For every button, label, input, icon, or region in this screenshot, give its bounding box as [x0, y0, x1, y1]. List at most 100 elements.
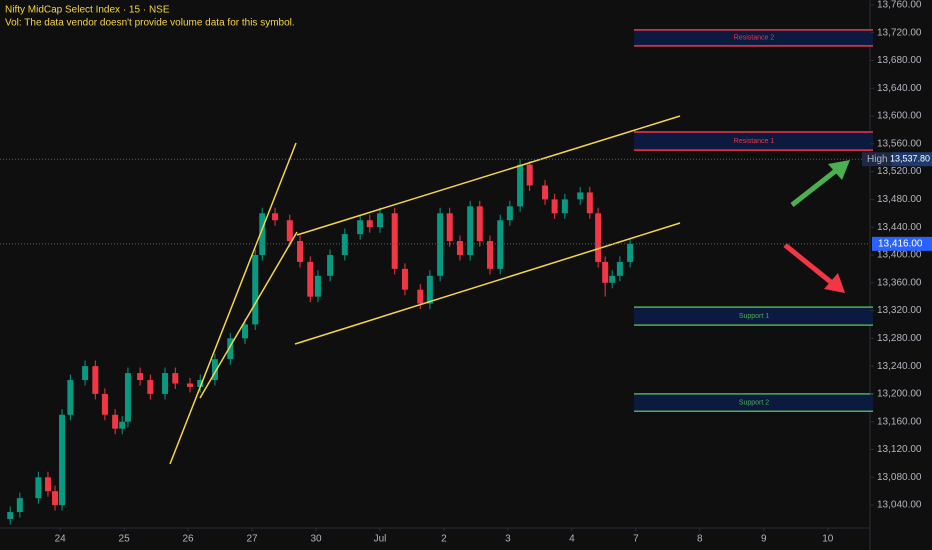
zone	[634, 307, 873, 326]
candles	[7, 159, 634, 525]
high-name: High	[867, 154, 888, 165]
channel-upper	[296, 115, 681, 236]
zone	[634, 29, 873, 46]
candle-body	[467, 206, 474, 255]
down-arrow	[783, 243, 834, 285]
candle-body	[391, 213, 398, 269]
candle-body	[341, 234, 348, 255]
trend-line	[169, 142, 297, 465]
chart-title: Nifty MidCap Select Index · 15 · NSE	[5, 5, 170, 16]
y-tick-label: 13,160.00	[877, 416, 922, 427]
candle-body	[52, 491, 59, 506]
candle-body	[101, 393, 108, 415]
candle-body	[487, 241, 494, 269]
candle-body	[162, 373, 169, 394]
candle-body	[119, 421, 126, 429]
x-tick-label: 3	[505, 534, 511, 545]
x-tick-label: 26	[183, 534, 195, 545]
y-tick-label: 13,240.00	[877, 361, 922, 372]
candle-body	[16, 498, 23, 513]
x-tick-label: Jul	[374, 534, 387, 545]
x-tick-label: 30	[310, 534, 322, 545]
candle-body	[437, 213, 444, 276]
candle-body	[35, 477, 42, 499]
candle-body	[417, 289, 424, 304]
down-arrow-head	[824, 273, 845, 293]
candle-body	[259, 213, 266, 255]
up-arrow-head	[828, 160, 850, 180]
candle-body	[137, 373, 144, 381]
candle-body	[44, 477, 51, 492]
candle-body	[561, 199, 568, 214]
candle-body	[252, 254, 259, 325]
trend-lines	[169, 115, 681, 465]
candle-body	[551, 199, 558, 214]
up-arrow	[790, 167, 840, 207]
x-tick-label: 4	[569, 534, 575, 545]
candle-body	[446, 213, 453, 242]
x-tick-label: 8	[697, 534, 703, 545]
candle-body	[67, 380, 74, 415]
candle-body	[456, 241, 463, 255]
candle-body	[627, 243, 634, 262]
candle-body	[542, 185, 549, 200]
candle-body	[147, 380, 154, 394]
zone	[634, 393, 873, 412]
y-tick-label: 13,600.00	[877, 111, 922, 122]
last-price: 13,416.00	[878, 238, 923, 249]
zone-label: Support 2	[739, 399, 769, 406]
y-tick-label: 13,720.00	[877, 27, 922, 38]
candle-body	[307, 261, 314, 297]
candle-body	[197, 380, 204, 387]
y-tick-label: 13,120.00	[877, 444, 922, 455]
arrows	[783, 160, 850, 293]
candle-body	[297, 241, 304, 262]
candle-body	[476, 206, 483, 242]
candle-body	[586, 192, 593, 214]
channel-lower	[294, 222, 681, 345]
zones: Resistance 2 Resistance 1 Support 1 Support…	[634, 29, 873, 413]
y-tick-label: 13,440.00	[877, 222, 922, 233]
x-tick-label: 24	[55, 534, 67, 545]
x-tick-label: 2	[441, 534, 447, 545]
high-price-box	[892, 152, 932, 167]
candle-body	[517, 164, 524, 207]
y-tick-label: 13,760.00	[877, 0, 922, 11]
y-tick-label: 13,360.00	[877, 277, 922, 288]
candle-body	[227, 338, 234, 360]
candle-body	[616, 261, 623, 276]
x-tick-label: 27	[246, 534, 258, 545]
y-tick-label: 13,560.00	[877, 138, 922, 149]
zone-label: Resistance 1	[734, 138, 775, 145]
x-tick-label: 7	[633, 534, 639, 545]
trend-line	[199, 231, 298, 399]
x-tick-label: 10	[822, 534, 834, 545]
high-price: 13,537.80	[890, 154, 930, 164]
y-tick-label: 13,400.00	[877, 250, 922, 261]
y-tick-label: 13,640.00	[877, 83, 922, 94]
candle-body	[314, 275, 321, 297]
x-tick-label: 25	[119, 534, 131, 545]
candle-body	[526, 164, 533, 186]
chart-subtitle: Vol: The data vendor doesn't provide vol…	[5, 18, 295, 29]
y-tick-label: 13,320.00	[877, 305, 922, 316]
zone-label: Resistance 2	[734, 35, 775, 42]
candle-body	[376, 213, 383, 228]
candle-body	[357, 220, 364, 235]
candle-body	[497, 220, 504, 269]
candle-body	[602, 261, 609, 283]
candle-body	[609, 275, 616, 283]
high-name-box	[862, 152, 892, 167]
candle-body	[286, 220, 293, 242]
candle-body	[92, 366, 99, 394]
x-tick-label: 9	[761, 534, 767, 545]
candle-body	[59, 414, 66, 506]
candle-body	[426, 275, 433, 304]
candle-body	[577, 192, 584, 200]
candle-body	[506, 206, 513, 221]
y-tick-label: 13,040.00	[877, 500, 922, 511]
last-price-box	[872, 236, 932, 251]
candle-body	[82, 366, 89, 381]
